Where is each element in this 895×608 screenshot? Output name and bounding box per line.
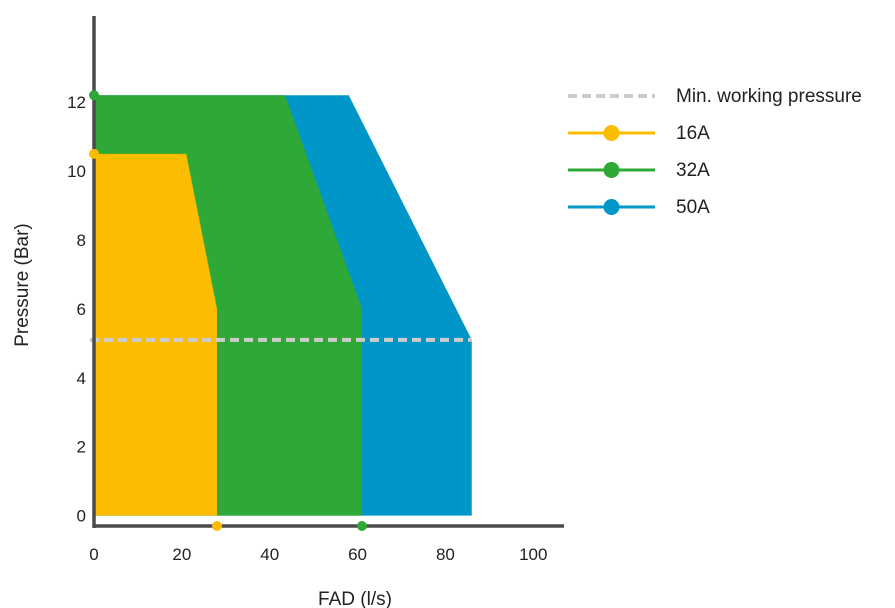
legend-label: Min. working pressure: [676, 86, 862, 107]
y-tick-label: 0: [77, 507, 86, 526]
x-tick-label: 60: [348, 545, 367, 564]
marker-32a: [356, 521, 367, 531]
y-axis-label: Pressure (Bar): [12, 223, 33, 347]
area-16a: [94, 153, 217, 516]
y-tick-label: 10: [67, 162, 86, 181]
y-tick-labels: 0 2 4 6 8 10 12: [67, 93, 86, 526]
marker-16a: [89, 148, 99, 159]
x-tick-label: 0: [89, 545, 98, 564]
marker-16a: [211, 521, 222, 531]
legend-label: 32A: [676, 160, 710, 181]
legend-marker: [603, 199, 620, 215]
marker-group: [89, 90, 367, 531]
marker-32a: [89, 90, 99, 101]
x-tick-label: 100: [519, 545, 547, 564]
x-tick-labels: 0 20 40 60 80 100: [89, 545, 547, 564]
x-axis-label: FAD (l/s): [318, 589, 392, 608]
legend-label: 50A: [676, 197, 710, 218]
x-tick-label: 20: [172, 545, 191, 564]
y-tick-label: 8: [77, 231, 86, 250]
legend-label: 16A: [676, 123, 710, 144]
area-series-group: [94, 95, 472, 516]
y-tick-label: 6: [77, 300, 86, 319]
x-tick-label: 80: [436, 545, 455, 564]
legend-marker: [603, 125, 620, 141]
y-tick-label: 12: [67, 93, 86, 112]
y-tick-label: 2: [77, 438, 86, 457]
legend-marker: [603, 162, 620, 178]
y-tick-label: 4: [77, 369, 86, 388]
legend: Min. working pressure 16A 32A 50A: [568, 86, 862, 218]
x-tick-label: 40: [260, 545, 279, 564]
